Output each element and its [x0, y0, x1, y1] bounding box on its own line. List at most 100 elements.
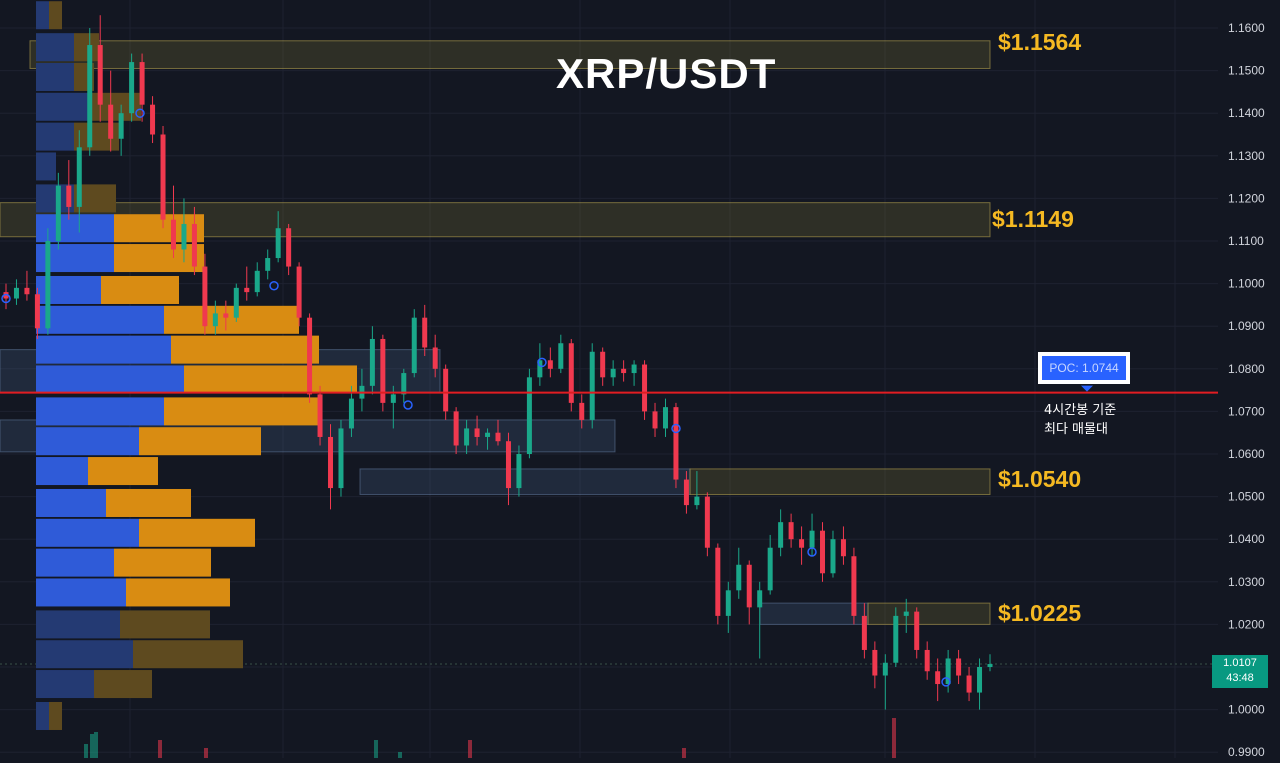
key-level-label: $1.0540: [998, 465, 1082, 492]
volume-profile-sell: [171, 335, 319, 364]
price-tick-label: 1.0000: [1228, 703, 1265, 717]
volume-profile-sell: [184, 365, 357, 394]
signal-marker: [403, 400, 413, 410]
price-tick-label: 1.0900: [1228, 319, 1265, 333]
candle-body: [861, 615, 867, 650]
poc-caption: 4시간봉 기준 최다 매물대: [1044, 403, 1117, 437]
candle-body: [118, 113, 124, 139]
candle-body: [181, 223, 187, 250]
candle-body: [317, 394, 323, 437]
candle-body: [191, 223, 197, 267]
candle-body: [464, 428, 470, 446]
candle-body: [66, 185, 72, 207]
candle-body: [45, 241, 51, 329]
volume-profile-buy: [36, 548, 114, 577]
candle-body: [893, 615, 899, 663]
price-tick-label: 1.1200: [1228, 191, 1265, 205]
candle-body: [108, 104, 114, 139]
candle-body: [160, 134, 166, 220]
price-axis: 1.1600 1.1500 1.1400 1.1300 1.1200 1.1100 1.10…: [1228, 21, 1265, 759]
candle-body: [505, 441, 511, 489]
candle-body: [820, 530, 826, 574]
candle-body: [495, 432, 501, 442]
volume-profile-buy: [36, 122, 74, 151]
candle-body: [202, 266, 208, 327]
volume-profile-buy: [36, 397, 164, 426]
candle-body: [903, 611, 909, 616]
candle-body: [882, 662, 888, 676]
volume-profile-sell: [94, 670, 152, 699]
current-price: 1.0107: [1223, 657, 1257, 670]
price-tick-label: 1.1000: [1228, 277, 1265, 291]
volume-bar: [398, 752, 402, 758]
volume-profile-buy: [36, 335, 171, 364]
volume-profile-buy: [36, 518, 139, 547]
candle-body: [840, 539, 846, 557]
candle-body: [600, 351, 606, 378]
candle-body: [683, 479, 689, 506]
candle-body: [704, 496, 710, 548]
candle-body: [589, 351, 595, 420]
candle-body: [935, 671, 941, 685]
resistance-zone: [867, 602, 991, 625]
volume-bar: [158, 740, 162, 758]
volume-profile-buy: [36, 365, 184, 394]
candle-body: [129, 62, 135, 114]
markers: [1, 108, 1093, 687]
volume-bar: [84, 744, 88, 758]
candle-body: [265, 258, 271, 271]
candle-body: [307, 317, 313, 395]
volume-profile-buy: [36, 457, 88, 486]
candle-body: [914, 611, 920, 650]
price-tick-label: 1.1400: [1228, 106, 1265, 120]
volume-profile-sell: [133, 640, 243, 669]
candle-body: [642, 364, 648, 412]
volume-bar: [90, 734, 94, 758]
candle-body: [568, 343, 574, 403]
candle-body: [757, 590, 763, 608]
candle-body: [788, 522, 794, 540]
volume-profile-sell: [74, 33, 99, 62]
volume-profile-sell: [139, 427, 261, 456]
candle-body: [76, 147, 82, 207]
candle-body: [579, 402, 585, 420]
volume-profile-sell: [88, 457, 158, 486]
candle-body: [966, 675, 972, 693]
volume-profile-buy: [36, 152, 56, 181]
candle-body: [485, 432, 491, 437]
volume-profile-sell: [139, 518, 255, 547]
volume-bar: [468, 740, 472, 758]
candle-body: [799, 539, 805, 548]
candle-body: [87, 45, 93, 148]
volume-profile-sell: [164, 305, 299, 334]
candle-body: [296, 266, 302, 318]
candle-body: [610, 368, 616, 378]
candle-body: [390, 394, 396, 403]
candle-body: [369, 338, 375, 386]
volume-profile-buy: [36, 1, 49, 30]
volume-bar: [94, 732, 98, 758]
current-price-tag: 1.0107 43:48: [1212, 655, 1268, 689]
candle-body: [348, 398, 354, 429]
candle-body: [736, 564, 742, 591]
price-tick-label: 1.1300: [1228, 149, 1265, 163]
volume-bar: [204, 748, 208, 758]
volume-bars: [84, 718, 896, 758]
volume-profile-buy: [36, 640, 133, 669]
candle-body: [170, 219, 176, 250]
price-tick-label: 1.0600: [1228, 447, 1265, 461]
candle-body: [432, 347, 438, 369]
price-tick-label: 1.0500: [1228, 490, 1265, 504]
candle-body: [401, 373, 407, 395]
poc-label[interactable]: POC: 1.0744: [1038, 352, 1130, 384]
key-level-label: $1.1149: [992, 206, 1074, 233]
candle-body: [809, 530, 815, 548]
price-tick-label: 1.1100: [1228, 234, 1264, 248]
volume-profile-buy: [36, 610, 120, 639]
volume-bar: [892, 718, 896, 758]
candle-body: [621, 368, 627, 374]
candle-body: [411, 317, 417, 374]
volume-profile-buy: [36, 670, 94, 699]
